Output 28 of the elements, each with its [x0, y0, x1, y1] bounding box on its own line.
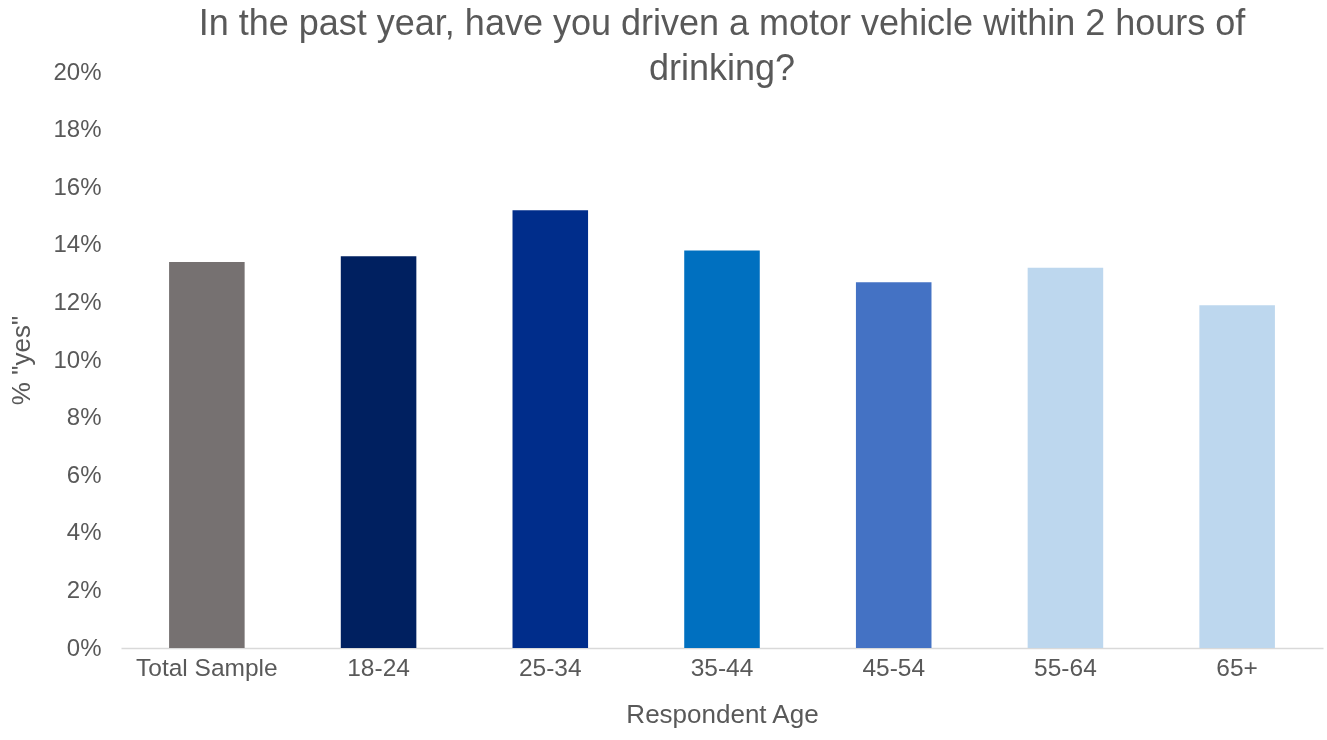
x-tick-label: 25-34	[518, 653, 582, 681]
y-tick-label: 6%	[66, 460, 102, 488]
y-tick-label: 2%	[66, 575, 102, 603]
y-tick-label: 12%	[53, 287, 102, 315]
bar	[684, 250, 760, 648]
x-axis-title: Respondent Age	[626, 699, 819, 729]
bar	[1027, 267, 1104, 648]
bar	[340, 256, 417, 648]
x-tick-label: 18-24	[347, 653, 410, 681]
bar	[512, 210, 589, 648]
bar	[169, 262, 245, 648]
y-tick-label: 0%	[66, 633, 102, 661]
x-tick-label: 55-64	[1034, 653, 1097, 681]
y-tick-label: 14%	[53, 230, 102, 258]
y-tick-label: 16%	[53, 172, 102, 200]
x-tick-label: Total Sample	[136, 653, 278, 681]
chart-title: In the past year, have you driven a motor vehicle within 2 hours of drinking?	[198, 2, 1247, 88]
x-tick-label: 35-44	[690, 653, 754, 681]
y-tick-label: 18%	[53, 115, 102, 143]
y-axis-title: % "yes"	[6, 315, 37, 406]
bar	[1199, 305, 1275, 648]
x-tick-label: 65+	[1216, 653, 1258, 681]
bar	[855, 282, 932, 648]
y-tick-label: 8%	[66, 403, 102, 431]
x-tick-label: 45-54	[862, 653, 926, 681]
y-tick-label: 4%	[66, 518, 102, 546]
y-tick-label: 20%	[53, 57, 102, 85]
y-tick-label: 10%	[53, 345, 102, 373]
